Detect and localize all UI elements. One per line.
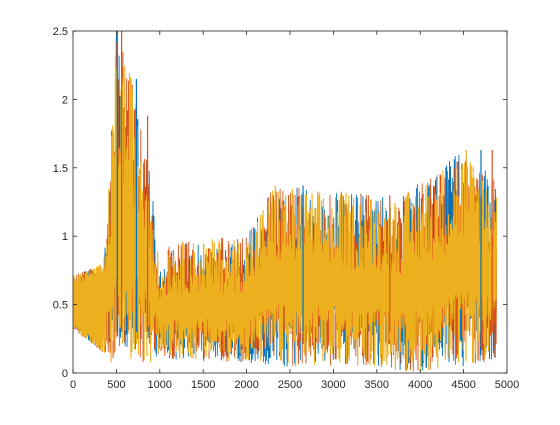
x-tick-label: 4000 xyxy=(408,379,432,391)
x-tick-label: 1500 xyxy=(191,379,215,391)
y-tick-label: 0.5 xyxy=(53,300,68,312)
x-tick-label: 0 xyxy=(70,379,76,391)
x-tick-label: 4500 xyxy=(451,379,475,391)
series-layer xyxy=(72,31,498,372)
x-tick-label: 3000 xyxy=(321,379,345,391)
x-tick-label: 5000 xyxy=(495,379,519,391)
x-tick-label: 3500 xyxy=(365,379,389,391)
y-tick-label: 1.5 xyxy=(53,163,68,175)
axes-layer: 0 500 1000 1500 2000 2500 3000 3500 4000 4500 5000… xyxy=(53,26,520,391)
series-line-3 xyxy=(72,56,498,371)
x-tick-label: 2000 xyxy=(234,379,258,391)
x-tick-label: 2500 xyxy=(278,379,302,391)
y-tick-label: 0 xyxy=(62,368,68,380)
y-tick-label: 1 xyxy=(62,231,68,243)
y-tick-label: 2 xyxy=(62,94,68,106)
x-tick-label: 1000 xyxy=(148,379,172,391)
y-tick-label: 2.5 xyxy=(53,26,68,38)
x-tick-label: 500 xyxy=(107,379,125,391)
